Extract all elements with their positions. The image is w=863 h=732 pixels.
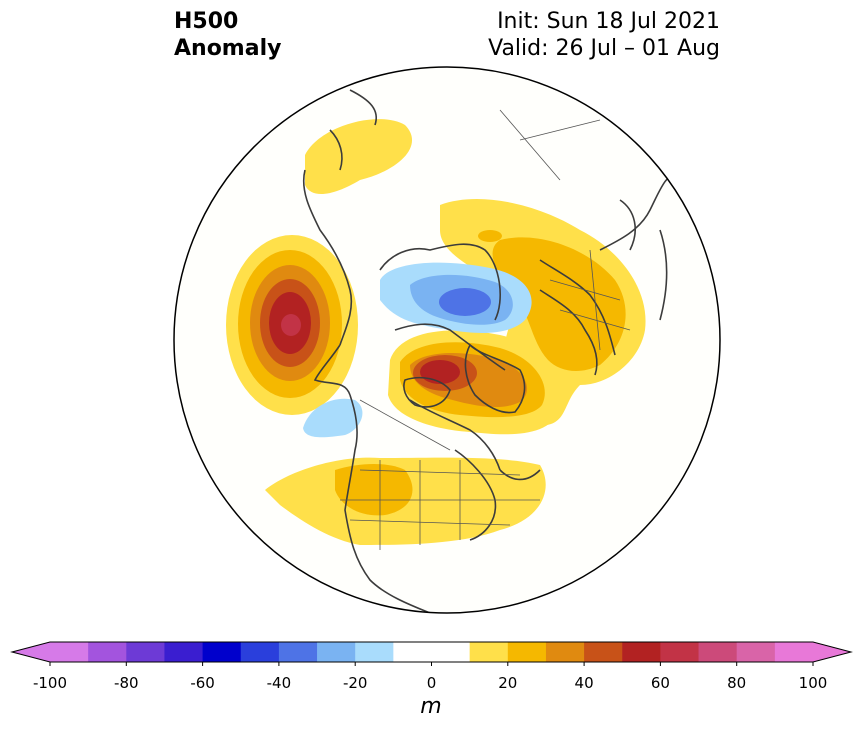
title-line2: Anomaly — [174, 36, 282, 61]
colorbar-bin — [774, 642, 814, 662]
colorbar-bin — [507, 642, 547, 662]
forecast-dates: Init: Sun 18 Jul 2021 Valid: 26 Jul – 01… — [488, 8, 720, 62]
colorbar-bin — [126, 642, 165, 662]
colorbar-tick-label: -20 — [342, 674, 368, 692]
alaska-ridge — [305, 119, 413, 195]
colorbar-extend-max — [813, 642, 851, 662]
valid-range: Valid: 26 Jul – 01 Aug — [488, 36, 720, 61]
colorbar-bin — [88, 642, 127, 662]
colorbar-tick-label: 100 — [798, 674, 828, 692]
colorbar-bin — [393, 642, 432, 662]
colorbar-bin — [202, 642, 242, 662]
colorbar-tick-label: 80 — [727, 674, 747, 692]
borders — [340, 109, 631, 550]
globe-boundary — [173, 66, 721, 614]
init-date: Init: Sun 18 Jul 2021 — [497, 9, 720, 34]
colorbar-bin — [164, 642, 204, 662]
colorbar-bin — [240, 642, 280, 662]
colorbar-tick-label: 40 — [574, 674, 594, 692]
colorbar-bin — [545, 642, 585, 662]
colorbar-bin — [584, 642, 623, 662]
colorbar-bin — [736, 642, 776, 662]
colorbar — [10, 641, 853, 666]
colorbar-tick-label: -60 — [190, 674, 215, 692]
colorbar-bin — [50, 642, 89, 662]
colorbar-bin — [355, 642, 394, 662]
colorbar-bin — [698, 642, 738, 662]
anomaly-contours — [226, 119, 646, 545]
colorbar-tick-label: 60 — [650, 674, 670, 692]
colorbar-bin — [469, 642, 509, 662]
colorbar-bin — [660, 642, 700, 662]
colorbar-bin — [622, 642, 661, 662]
colorbar-tick-label: 0 — [426, 674, 437, 692]
map-title: H500 Anomaly — [174, 8, 281, 62]
colorbar-tick-label: -100 — [32, 674, 68, 692]
gulf-of-alaska-trough — [303, 398, 363, 438]
arctic-trough — [380, 262, 532, 333]
colorbar-bin — [317, 642, 356, 662]
colorbar-unit: m — [420, 694, 442, 719]
colorbar-extend-min — [12, 642, 50, 662]
title-line1: H500 — [174, 9, 239, 34]
colorbar-tick-label: -80 — [114, 674, 139, 692]
north-pacific-ridge — [226, 235, 358, 415]
colorbar-bin — [431, 642, 471, 662]
colorbar-tick-label: -40 — [266, 674, 292, 692]
colorbar-bin — [278, 642, 318, 662]
colorbar-tick-label: 20 — [498, 674, 518, 692]
polar-map — [173, 66, 721, 614]
